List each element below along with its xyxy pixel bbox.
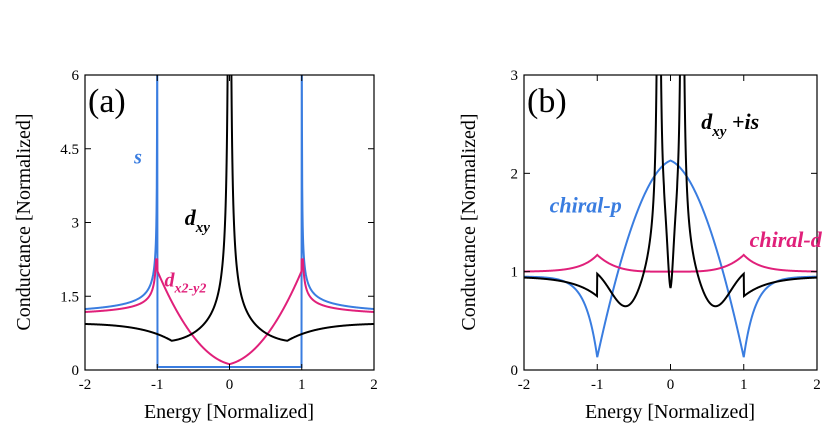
series-line-dxy: [85, 75, 374, 342]
x-tick-label: 1: [298, 377, 306, 393]
x-axis-label: Energy [Normalized]: [585, 401, 755, 423]
y-tick-label: 0: [72, 363, 80, 379]
series-label-dxy: dxy: [185, 205, 211, 236]
x-tick-label: 2: [370, 377, 378, 393]
plot-area: [524, 75, 817, 358]
plot-frame: [84, 74, 375, 371]
series-label-chiral-d: chiral-d: [750, 227, 823, 252]
series-line-s: [85, 75, 374, 369]
x-tick-label: 0: [226, 377, 234, 393]
series-label-dxy+is: dxy +is: [701, 109, 759, 140]
x-axis-label: Energy [Normalized]: [144, 401, 314, 423]
series-label-s: s: [133, 147, 142, 169]
y-tick-label: 6: [72, 68, 80, 84]
panel-label: (a): [88, 83, 126, 120]
series-line-chiral-d: [524, 253, 817, 273]
x-tick-label: 0: [667, 377, 675, 393]
y-axis-label: Conductance [Normalized]: [13, 113, 35, 330]
panel-b-chart: -2 -1 0 1 2 0 1 2 3 Energy [Normalized] Conductanc…: [458, 68, 823, 423]
series-label-dx2y2: dx2-y2: [164, 269, 206, 296]
x-tick-label: 2: [813, 377, 821, 393]
y-tick-label: 1.5: [60, 289, 79, 305]
panel-label: (b): [527, 83, 567, 120]
y-tick-label: 3: [511, 68, 519, 84]
x-tick-label: -2: [518, 377, 531, 393]
plot-area: [85, 75, 374, 369]
x-tick-label: -2: [79, 377, 92, 393]
y-tick-label: 1: [511, 265, 519, 281]
x-tick-label: 1: [740, 377, 748, 393]
series-line-dx2y2: [85, 258, 374, 366]
y-axis-label: Conductance [Normalized]: [458, 113, 480, 330]
y-tick-label: 3: [72, 216, 80, 232]
y-tick-label: 0: [511, 363, 519, 379]
series-line-chiral-p: [524, 159, 817, 358]
x-tick-label: -1: [591, 377, 604, 393]
y-tick-label: 4.5: [60, 142, 79, 158]
x-tick-label: -1: [151, 377, 164, 393]
plot-frame: [523, 74, 818, 371]
panel-a-chart: -2 -1 0 1 2 0 1.5 3 4.5 6 Energy [Normalized] Condu…: [13, 68, 378, 423]
y-tick-label: 2: [511, 166, 519, 182]
series-line-dxy+is: [524, 75, 817, 308]
series-label-chiral-p: chiral-p: [550, 193, 622, 218]
